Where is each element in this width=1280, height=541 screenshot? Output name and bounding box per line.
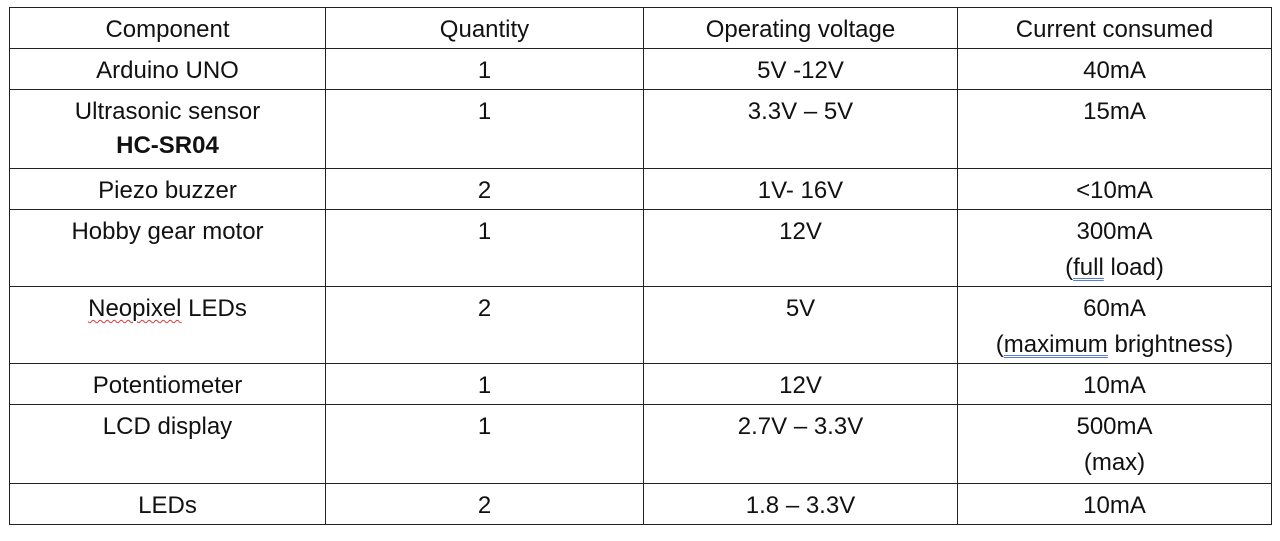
note-rest: brightness) [1108,331,1233,358]
cell-voltage: 5V [644,287,958,364]
cell-voltage: 1V- 16V [644,169,958,210]
cell-component: Neopixel LEDs [10,287,326,364]
table-row: Arduino UNO 1 5V -12V 40mA [10,49,1272,90]
note-open-paren: ( [996,331,1004,358]
component-name: Ultrasonic sensor [12,94,323,130]
cell-voltage: 12V [644,364,958,405]
cell-quantity: 1 [326,210,644,287]
note-rest: load) [1104,254,1164,281]
cell-component: LCD display [10,405,326,484]
cell-voltage: 1.8 – 3.3V [644,484,958,525]
component-rest: LEDs [182,295,247,322]
cell-component: Potentiometer [10,364,326,405]
current-value: 300mA [960,214,1269,250]
grammar-flagged-word: maximum [1004,331,1108,358]
cell-quantity: 2 [326,484,644,525]
cell-voltage: 5V -12V [644,49,958,90]
cell-voltage: 2.7V – 3.3V [644,405,958,484]
cell-current: 500mA (max) [958,405,1272,484]
cell-current: 10mA [958,364,1272,405]
cell-current: 10mA [958,484,1272,525]
cell-quantity: 1 [326,49,644,90]
cell-quantity: 1 [326,364,644,405]
cell-quantity: 2 [326,287,644,364]
note-open-paren: ( [1065,254,1073,281]
table-row: Neopixel LEDs 2 5V 60mA (maximum brightn… [10,287,1272,364]
grammar-flagged-word: full [1073,254,1104,281]
table-row: Piezo buzzer 2 1V- 16V <10mA [10,169,1272,210]
header-operating-voltage: Operating voltage [644,8,958,49]
table-row: Potentiometer 1 12V 10mA [10,364,1272,405]
cell-current: 300mA (full load) [958,210,1272,287]
cell-quantity: 2 [326,169,644,210]
cell-current: <10mA [958,169,1272,210]
cell-current: 15mA [958,90,1272,169]
cell-current: 40mA [958,49,1272,90]
current-note: (full load) [960,250,1269,286]
header-current-consumed: Current consumed [958,8,1272,49]
current-note: (max) [960,445,1269,481]
cell-voltage: 3.3V – 5V [644,90,958,169]
components-table: Component Quantity Operating voltage Cur… [9,7,1272,525]
cell-component: Hobby gear motor [10,210,326,287]
cell-component: Ultrasonic sensor HC-SR04 [10,90,326,169]
header-quantity: Quantity [326,8,644,49]
cell-quantity: 1 [326,90,644,169]
table-row: Hobby gear motor 1 12V 300mA (full load) [10,210,1272,287]
cell-component: LEDs [10,484,326,525]
spellcheck-flagged-word: Neopixel [88,295,181,322]
cell-component: Piezo buzzer [10,169,326,210]
cell-quantity: 1 [326,405,644,484]
cell-current: 60mA (maximum brightness) [958,287,1272,364]
table-row: Ultrasonic sensor HC-SR04 1 3.3V – 5V 15… [10,90,1272,169]
cell-component: Arduino UNO [10,49,326,90]
header-row: Component Quantity Operating voltage Cur… [10,8,1272,49]
current-value: 60mA [960,291,1269,327]
cell-voltage: 12V [644,210,958,287]
component-model: HC-SR04 [12,130,323,162]
header-component: Component [10,8,326,49]
current-note: (maximum brightness) [960,327,1269,363]
table-row: LCD display 1 2.7V – 3.3V 500mA (max) [10,405,1272,484]
current-value: 500mA [960,409,1269,445]
table-row: LEDs 2 1.8 – 3.3V 10mA [10,484,1272,525]
